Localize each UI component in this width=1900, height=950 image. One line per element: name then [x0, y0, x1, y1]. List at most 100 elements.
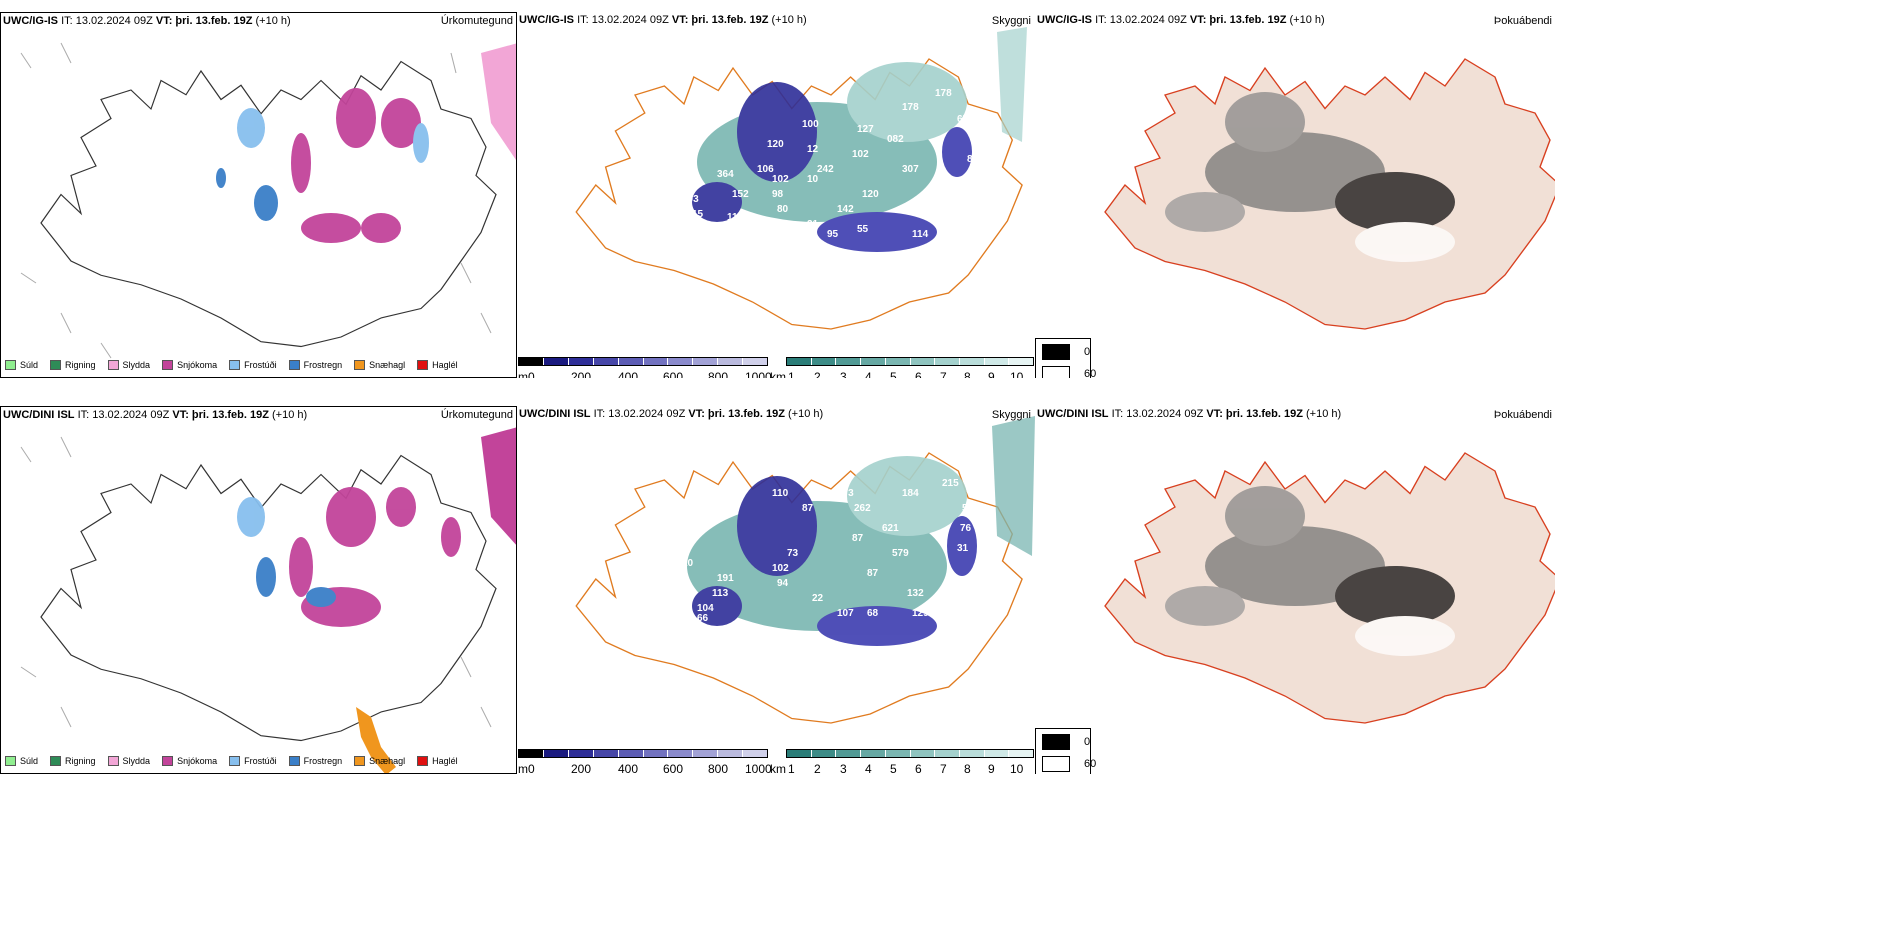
precip-panel-row2: UWC/DINI ISL IT: 13.02.2024 09Z VT: þri.…: [0, 406, 517, 774]
svg-text:120: 120: [862, 189, 879, 200]
panel-title: Þokuábendi: [1493, 15, 1552, 27]
svg-text:132: 132: [907, 588, 924, 599]
precip-legend: Súld Rigning Slydda Snjókoma Frostúði Fr…: [5, 751, 464, 771]
fog-map: [1104, 452, 1555, 724]
elevation-colorbar: m 0 200 400 600 800 1000: [518, 357, 772, 378]
svg-text:107: 107: [837, 608, 854, 619]
svg-text:66: 66: [697, 613, 709, 624]
fog-panel-row1: UWC/IG-IS IT: 13.02.2024 09Z VT: þri. 13…: [1035, 12, 1555, 378]
svg-text:158: 158: [667, 573, 684, 584]
svg-text:191: 191: [717, 573, 734, 584]
svg-text:129: 129: [912, 608, 929, 619]
svg-text:215: 215: [942, 478, 959, 489]
panel-header: UWC/DINI ISL IT: 13.02.2024 09Z VT: þri.…: [519, 408, 824, 420]
svg-text:10: 10: [807, 174, 819, 185]
legend-item-snjokoma: Snjókoma: [162, 756, 217, 766]
svg-text:178: 178: [935, 88, 952, 99]
svg-text:110: 110: [772, 488, 789, 499]
svg-text:24: 24: [937, 598, 949, 609]
svg-text:184: 184: [902, 488, 919, 499]
precip-panel-row1: UWC/IG-IS IT: 13.02.2024 09Z VT: þri. 13…: [0, 12, 517, 378]
svg-text:082: 082: [887, 134, 904, 145]
svg-text:80: 80: [777, 204, 789, 215]
svg-text:21: 21: [807, 219, 819, 230]
legend-item-sudl: Súld: [5, 756, 38, 766]
svg-text:120: 120: [767, 139, 784, 150]
svg-text:20: 20: [717, 508, 729, 519]
panel-header: UWC/IG-IS IT: 13.02.2024 09Z VT: þri. 13…: [3, 15, 291, 27]
visibility-colorbar: km 1 2 3 4 5 6 7 8 9 10: [770, 357, 1034, 378]
visibility-labels: 215 184 373 262 621 56 76 87 579 31 110 …: [667, 478, 974, 624]
visibility-map: 215 184 373 262 621 56 76 87 579 31 110 …: [575, 416, 1035, 724]
legend-item-haglel: Haglél: [417, 360, 458, 370]
precip-map: [20, 42, 516, 359]
svg-text:87: 87: [852, 533, 864, 544]
svg-text:66: 66: [667, 613, 679, 624]
panel-title: Úrkomutegund: [440, 409, 513, 421]
svg-text:373: 373: [837, 488, 854, 499]
svg-text:76: 76: [960, 523, 972, 534]
panel-header: UWC/IG-IS IT: 13.02.2024 09Z VT: þri. 13…: [519, 14, 807, 26]
fog-legend: 0 60: [1035, 728, 1096, 774]
panel-title: Þokuábendi: [1493, 409, 1552, 421]
legend-item-snaehagl: Snæhagl: [354, 360, 405, 370]
svg-text:31: 31: [957, 543, 969, 554]
svg-text:621: 621: [882, 523, 899, 534]
legend-item-snjokoma: Snjókoma: [162, 360, 217, 370]
svg-text:307: 307: [902, 164, 919, 175]
svg-text:579: 579: [892, 548, 909, 559]
svg-text:152: 152: [732, 189, 749, 200]
svg-text:114: 114: [912, 229, 929, 240]
svg-text:83: 83: [967, 154, 979, 165]
svg-text:100: 100: [802, 119, 819, 130]
svg-text:113: 113: [712, 588, 729, 599]
panel-header: UWC/DINI ISL IT: 13.02.2024 09Z VT: þri.…: [1037, 408, 1342, 420]
svg-text:77: 77: [712, 229, 724, 240]
svg-text:65: 65: [957, 114, 969, 125]
svg-text:87: 87: [867, 568, 879, 579]
legend-item-rigning: Rigning: [50, 756, 96, 766]
svg-text:56: 56: [962, 503, 974, 514]
svg-text:242: 242: [817, 164, 834, 175]
visibility-panel-row1: 178 178 65 127 082 102 83 307 96 120 100…: [517, 12, 1035, 378]
svg-text:142: 142: [837, 204, 854, 215]
svg-text:73: 73: [787, 548, 799, 559]
legend-item-rigning: Rigning: [50, 360, 96, 370]
panel-header: UWC/DINI ISL IT: 13.02.2024 09Z VT: þri.…: [3, 409, 308, 421]
svg-text:113: 113: [727, 212, 744, 223]
panel-title: Úrkomutegund: [440, 15, 513, 27]
svg-text:22: 22: [812, 593, 824, 604]
svg-text:55: 55: [857, 224, 869, 235]
legend-item-frostudi: Frostúði: [229, 756, 277, 766]
svg-text:364: 364: [717, 169, 734, 180]
svg-text:94: 94: [777, 578, 789, 589]
fog-map: [1104, 58, 1555, 330]
visibility-colorbar: km 1 2 3 4 5 6 7 8 9 10: [770, 749, 1034, 774]
legend-item-frostregn: Frostregn: [288, 360, 342, 370]
visibility-panel-row2: 215 184 373 262 621 56 76 87 579 31 110 …: [517, 406, 1035, 774]
svg-text:105: 105: [757, 234, 774, 245]
svg-text:95: 95: [827, 229, 839, 240]
svg-text:102: 102: [852, 149, 869, 160]
svg-text:15: 15: [692, 209, 704, 220]
panel-header: UWC/IG-IS IT: 13.02.2024 09Z VT: þri. 13…: [1037, 14, 1325, 26]
svg-text:262: 262: [854, 503, 871, 514]
svg-text:106: 106: [757, 164, 774, 175]
legend-item-haglel: Haglél: [417, 756, 458, 766]
svg-text:81: 81: [917, 204, 929, 215]
svg-text:102: 102: [772, 174, 789, 185]
svg-text:127: 127: [857, 124, 874, 135]
svg-text:87: 87: [802, 503, 814, 514]
panel-title: Skyggni: [991, 15, 1031, 27]
legend-item-snaehagl: Snæhagl: [354, 756, 405, 766]
legend-item-slydda: Slydda: [107, 360, 150, 370]
precip-map: [20, 427, 516, 773]
svg-text:10: 10: [682, 558, 694, 569]
svg-text:103: 103: [682, 194, 699, 205]
svg-text:102: 102: [772, 563, 789, 574]
fog-panel-row2: UWC/DINI ISL IT: 13.02.2024 09Z VT: þri.…: [1035, 406, 1555, 774]
fog-legend: 0 60: [1035, 338, 1096, 378]
legend-item-frostregn: Frostregn: [288, 756, 342, 766]
visibility-labels: 178 178 65 127 082 102 83 307 96 120 100…: [682, 88, 979, 245]
legend-item-sudl: Súld: [5, 360, 38, 370]
